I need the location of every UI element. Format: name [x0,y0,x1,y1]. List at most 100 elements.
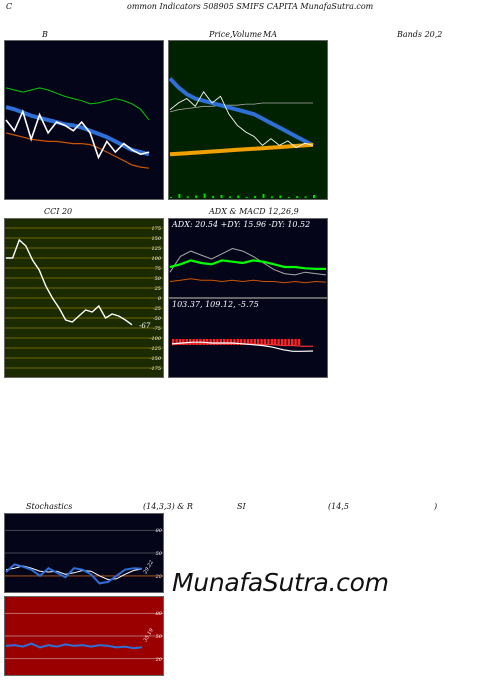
stoch-level-label: 80 [156,528,163,534]
cci-value-label: -67 [139,322,151,330]
macd-histogram-bar [270,339,273,345]
volume-bar [296,196,299,198]
price-ma-chart-bg [168,40,328,200]
macd-chart-bg [168,298,328,378]
label-adx-macd: ADX & MACD 12,26,9 [209,207,299,216]
macd-histogram-bar [212,339,216,345]
cci-level-label: 100 [151,256,161,262]
macd-histogram-bar [243,339,246,345]
volume-bar [262,194,265,198]
macd-histogram-bar [216,339,219,345]
volume-bar [212,196,215,198]
macd-histogram-bar [250,339,253,345]
volume-bar [313,195,315,198]
header-c: C [6,2,13,11]
cci-level-label: -75 [153,326,161,332]
volume-bar [270,196,273,198]
cci-line [6,238,133,326]
macd-histogram-bar [223,339,226,345]
macd-histogram-bar [175,339,178,345]
cci-level-label: 150 [151,236,161,242]
macd-histogram-bar [178,339,182,345]
macd-histogram-bar [274,339,277,345]
macd-histogram-bar [294,339,297,345]
cci-level-label: 0 [158,296,162,302]
label-si: SI [237,502,246,511]
macd-readout: 103.37, 109.12, -5.75 [172,300,259,309]
macd-line [171,341,314,352]
macd-histogram-bar [257,339,260,345]
macd-histogram-bar [263,339,267,345]
macd-histogram-bar [209,339,212,345]
label-stoch: Stochastics [26,502,73,511]
cci-level-label: -100 [150,336,162,342]
macd-histogram-bar [240,339,243,345]
label-price: Price, [209,30,233,39]
cci-level-label: -150 [150,356,162,362]
label-bands: Bands 20,2 [397,30,443,39]
macd-histogram-bar [291,339,294,345]
cci-level-label: -50 [153,316,162,322]
volume-bar [245,197,248,198]
label-cci: CCI 20 [44,207,73,216]
stoch-level-label: 20 [155,574,163,580]
adx-plus-di-line [169,247,327,276]
header-title: ommon Indicators 508905 SMIFS CAPITA Mun… [127,2,374,11]
macd-histogram-bar [233,339,236,345]
label-stoch-params: (14,3,3) & R [143,502,193,511]
cci-level-label: 125 [151,246,161,252]
rsi-level-label: 50 [156,634,163,640]
volume-bar [304,196,307,198]
volume-bar [186,196,189,198]
volume-bar [203,193,206,198]
watermark: MunafaSutra.com [172,568,389,597]
price-ma-chart [168,40,328,200]
macd-histogram-bar [297,339,301,345]
cci-level-label: 50 [155,276,162,282]
bands-chart-bg [4,40,164,200]
stoch-k-line [5,563,143,585]
macd-histogram-bar [260,339,263,345]
macd-histogram-bar [280,339,284,345]
macd-histogram-bar [287,339,290,345]
volume-bar [170,197,172,198]
stoch-level-label: 50 [156,551,163,557]
volume-bar [220,195,223,198]
volume-bar [228,196,231,198]
macd-histogram-bar [284,339,287,345]
price-close-line [169,90,314,149]
volume-bar [178,194,181,198]
macd-histogram-bar [182,339,185,345]
adx-line [169,259,326,271]
cci-chart: 175 150 125 100 75 50 25 0 -25 -50 -75 -100 -125 -150… [4,218,164,378]
bands-upper-line [5,87,150,121]
macd-chart [168,298,328,378]
adx-minus-di-line [169,278,327,284]
cci-level-label: -25 [153,306,161,312]
volume-bar [254,196,257,198]
adx-chart-bg [168,218,328,298]
label-volume: Volume [232,30,262,39]
label-paren: ) [434,502,438,511]
bands-chart [4,40,164,200]
macd-histogram-bar [226,339,229,345]
bands-lower-line [5,132,150,169]
macd-histogram-bar [253,339,256,345]
label-b: B [42,30,48,39]
adx-readout: ADX: 20.54 +DY: 15.96 -DY: 10.52 [172,220,311,229]
macd-histogram-bar [229,339,233,345]
macd-histogram-bar [236,339,239,345]
bands-close-line [5,109,150,160]
cci-level-label: -175 [150,366,161,372]
volume-bar [237,195,240,198]
rsi-line [5,642,143,650]
macd-histogram-bar [172,339,175,345]
volume-bar [279,195,282,198]
label-ma: MA [263,30,277,39]
price-ma-slow-line [169,142,314,157]
cci-level-label: 25 [154,286,161,292]
cci-level-label: 175 [151,226,161,232]
volume-bar [195,195,198,198]
